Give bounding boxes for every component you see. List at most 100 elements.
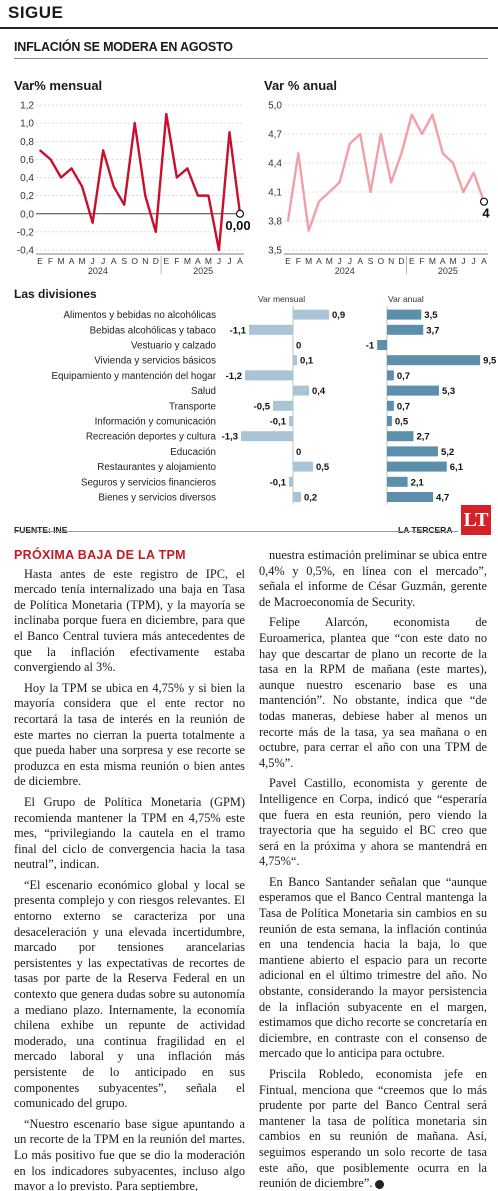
monthly-value-label: 0 <box>296 447 301 458</box>
x-tick-label: F <box>48 256 53 266</box>
annual-value-label: 3,7 <box>426 325 439 336</box>
monthly-bar <box>241 431 293 442</box>
annual-chart-title: Var % anual <box>264 78 337 93</box>
data-point <box>349 142 351 145</box>
data-point <box>421 133 423 135</box>
annual-bar <box>387 400 394 411</box>
monthly-bar <box>245 370 293 381</box>
monthly-value-label: 0,4 <box>312 386 326 397</box>
x-tick-label: D <box>153 256 159 266</box>
annual-bar <box>387 370 394 381</box>
series-line <box>39 112 242 252</box>
annual-bar <box>387 461 447 472</box>
y-tick-label: 5,0 <box>268 101 282 112</box>
annual-value-label: 2,1 <box>411 477 425 488</box>
monthly-bar <box>289 416 293 426</box>
data-point <box>133 122 136 124</box>
last-value-label: 0,00 <box>225 218 250 233</box>
category-label: Restaurantes y alojamiento <box>97 462 216 473</box>
category-label: Salud <box>191 386 216 397</box>
annual-value-label: 2,7 <box>416 432 429 443</box>
data-point <box>207 194 210 197</box>
monthly-bar <box>293 492 301 502</box>
x-tick-label: J <box>461 256 465 266</box>
x-tick-label: E <box>163 256 169 266</box>
x-tick-label: F <box>174 256 179 266</box>
annual-series-header: Var anual <box>388 294 424 304</box>
x-tick-label: A <box>237 256 243 266</box>
monthly-value-label: 0,5 <box>316 462 330 473</box>
data-point <box>49 158 52 161</box>
section-title: SIGUE <box>8 3 64 22</box>
annual-bar <box>387 431 414 442</box>
data-point <box>176 176 178 179</box>
x-tick-label: F <box>296 256 301 266</box>
article-paragraph: Felipe Alarcón, economista de Euroameric… <box>259 615 487 770</box>
footer-rule <box>14 531 458 532</box>
data-point <box>472 171 475 174</box>
x-tick-label: A <box>316 256 322 266</box>
annual-inflation-chart: 5,04,74,44,13,83,5E F M A M J J A S O N D E F M A M J J A20… <box>268 101 490 274</box>
x-tick-label: A <box>69 256 75 266</box>
x-tick-label: M <box>205 256 212 266</box>
category-label: Bienes y servicios diversos <box>98 493 216 504</box>
annual-bar <box>387 324 424 335</box>
x-tick-label: E <box>37 256 43 266</box>
x-tick-label: J <box>91 256 95 266</box>
monthly-bar <box>293 309 329 320</box>
article-left-column: PRÓXIMA BAJA DE LA TPM Hasta antes de es… <box>14 548 245 1191</box>
x-tick-label: J <box>227 256 231 266</box>
category-label: Educación <box>170 447 216 458</box>
monthly-value-label: -0,1 <box>270 477 287 488</box>
y-tick-label: 3,5 <box>268 246 282 257</box>
x-tick-label: O <box>378 256 385 266</box>
x-tick-label: J <box>217 256 221 266</box>
annual-value-label: 4,7 <box>436 493 449 504</box>
x-tick-label: M <box>326 256 333 266</box>
data-point <box>410 113 413 116</box>
data-point <box>287 220 289 222</box>
y-tick-label: -0,2 <box>17 227 35 238</box>
monthly-value-label: -1,3 <box>222 432 238 443</box>
year-label: 2025 <box>438 266 458 274</box>
last-point-marker <box>479 197 489 206</box>
x-tick-label: M <box>429 256 436 266</box>
annual-value-label: -1 <box>366 341 375 352</box>
x-tick-label: S <box>121 256 127 266</box>
annual-value-label: 0,5 <box>395 417 409 428</box>
monthly-inflation-chart: 1,21,00,80,60,40,20,0-0,2-0,4E F M A M J J A S O N… <box>17 101 250 274</box>
article-right-column: nuestra estimación preliminar se ubica e… <box>259 548 487 1191</box>
x-tick-label: A <box>481 256 487 266</box>
category-label: Transporte <box>169 401 217 412</box>
monthly-chart-title: Var% mensual <box>14 78 103 93</box>
monthly-value-label: -1,1 <box>230 325 247 336</box>
data-point <box>338 181 341 184</box>
monthly-value-label: 0,1 <box>300 356 314 367</box>
data-point <box>359 133 362 135</box>
y-tick-label: 4,1 <box>268 188 282 199</box>
category-label: Vivienda y servicios básicos <box>94 356 216 367</box>
annual-bar <box>387 309 422 320</box>
data-point <box>154 231 157 233</box>
x-tick-label: M <box>305 256 312 266</box>
data-point <box>186 167 189 170</box>
data-point <box>400 152 403 155</box>
y-tick-label: 0,4 <box>20 173 34 184</box>
y-tick-label: 4,4 <box>268 159 282 170</box>
data-point <box>112 185 115 188</box>
monthly-series-header: Var mensual <box>258 294 305 304</box>
year-label: 2024 <box>88 266 108 274</box>
monthly-bar <box>293 385 309 396</box>
x-tick-label: J <box>348 256 352 266</box>
data-point <box>39 149 41 152</box>
annual-value-label: 5,3 <box>442 386 455 397</box>
y-tick-label: 3,8 <box>268 217 282 228</box>
annual-bar <box>377 340 387 350</box>
annual-value-label: 0,7 <box>397 371 410 382</box>
monthly-value-label: 0 <box>296 341 301 352</box>
data-point <box>144 194 147 197</box>
top-rule <box>0 27 498 29</box>
y-tick-label: -0,4 <box>17 246 35 257</box>
monthly-bar <box>293 461 313 472</box>
annual-value-label: 6,1 <box>450 462 464 473</box>
